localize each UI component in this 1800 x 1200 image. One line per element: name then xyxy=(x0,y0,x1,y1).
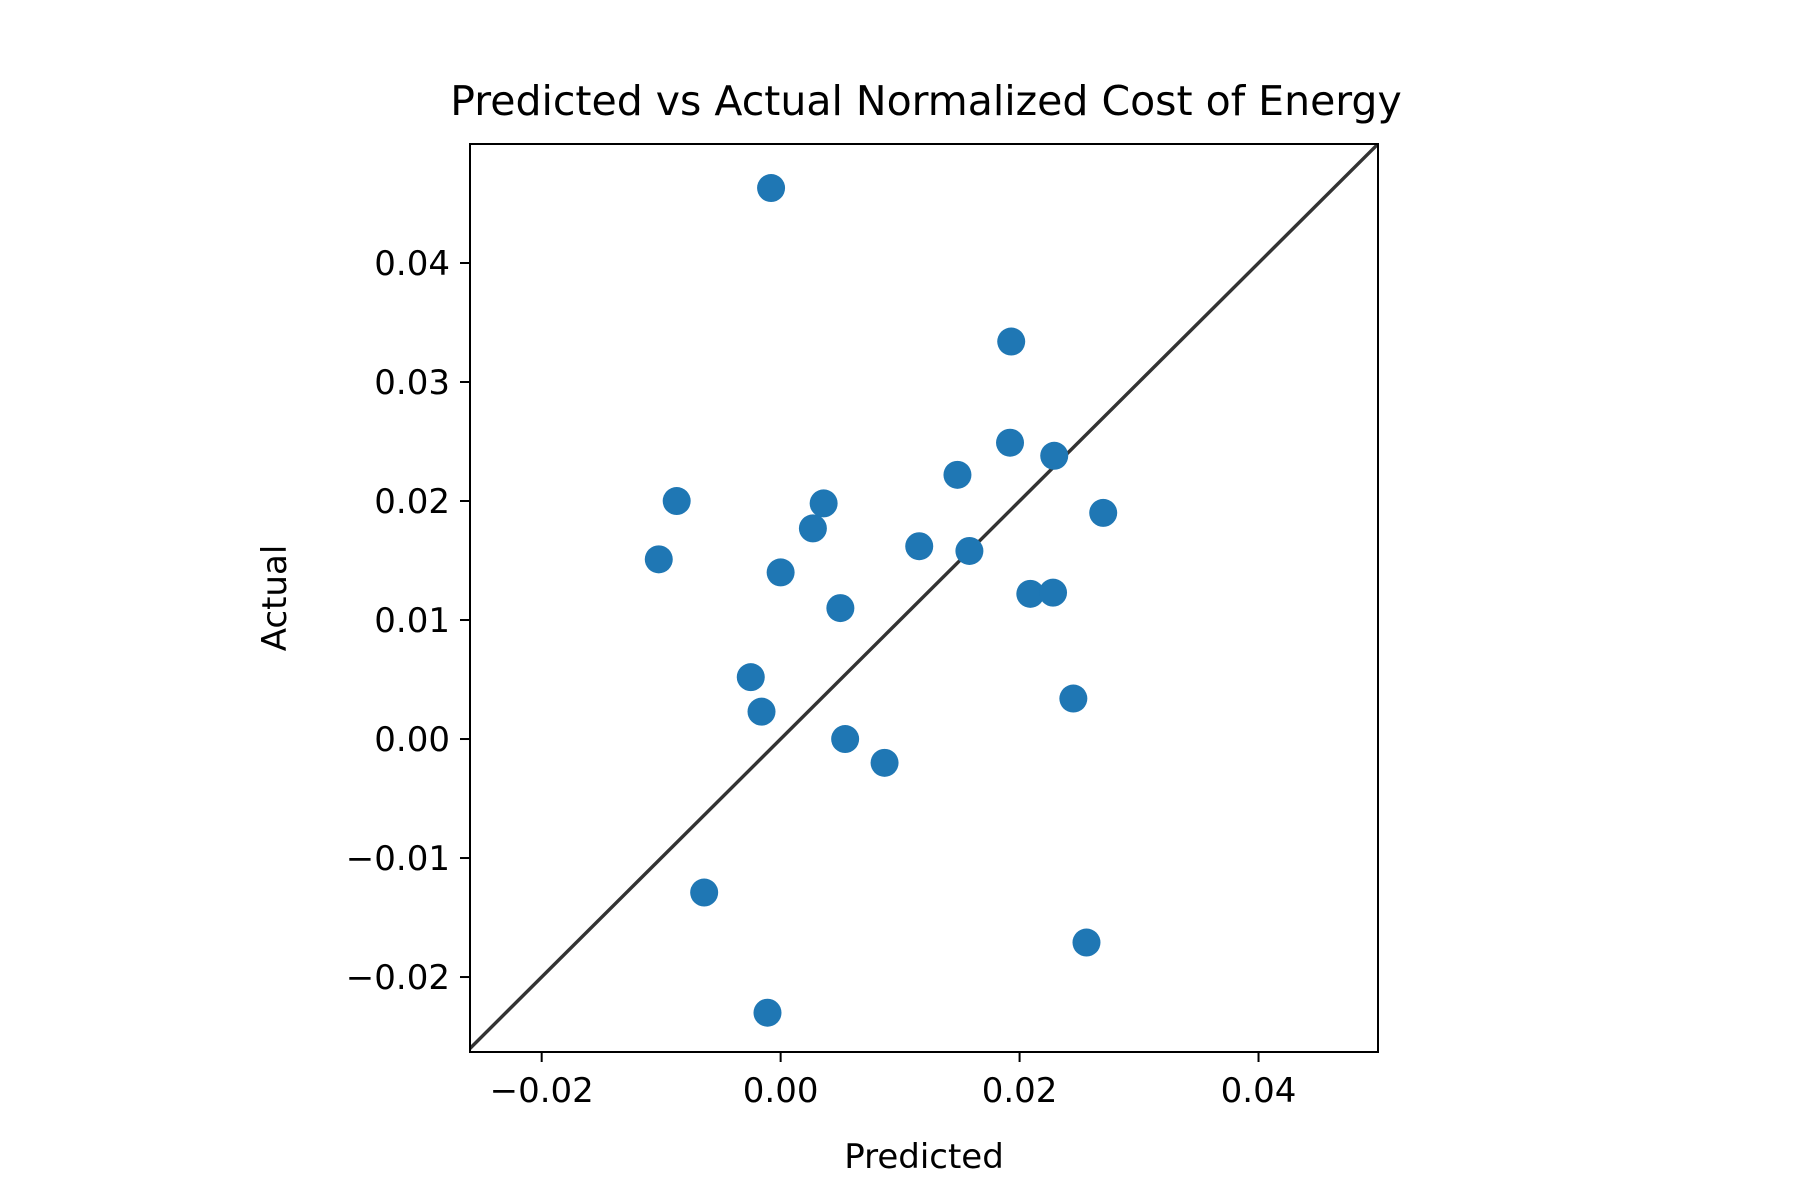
y-tick-label-6: 0.03 xyxy=(374,363,450,403)
identity-line xyxy=(470,144,1378,1051)
data-point-7 xyxy=(809,489,838,518)
data-point-20 xyxy=(831,725,860,754)
y-axis-label: Actual xyxy=(255,545,295,652)
x-tick-label-2: 0.00 xyxy=(743,1071,819,1111)
x-axis-ticks: −0.02 0.00 0.02 0.04 xyxy=(490,1052,1297,1111)
data-point-5 xyxy=(943,460,972,489)
data-point-1 xyxy=(757,174,786,203)
data-point-17 xyxy=(736,663,765,692)
y-tick-label-4: 0.01 xyxy=(374,601,450,641)
data-point-9 xyxy=(798,514,827,543)
x-axis-label: Predicted xyxy=(844,1137,1004,1177)
data-point-11 xyxy=(955,536,984,565)
y-tick-label-1: −0.02 xyxy=(346,958,450,998)
data-point-6 xyxy=(662,487,691,516)
data-point-12 xyxy=(644,545,673,574)
data-point-3 xyxy=(996,428,1025,457)
y-tick-label-5: 0.02 xyxy=(374,482,450,522)
data-point-24 xyxy=(753,998,782,1027)
data-point-8 xyxy=(1089,498,1118,527)
data-point-23 xyxy=(1072,928,1101,957)
chart-title: Predicted vs Actual Normalized Cost of E… xyxy=(450,77,1401,125)
data-point-13 xyxy=(766,558,795,587)
data-point-14 xyxy=(1016,579,1045,608)
x-tick-label-4: 0.04 xyxy=(1221,1071,1297,1111)
data-point-4 xyxy=(1040,441,1069,470)
x-tick-label-3: 0.02 xyxy=(982,1071,1058,1111)
plot-frame xyxy=(469,143,1379,1053)
y-axis-ticks: −0.02 −0.01 0.00 0.01 0.02 0.03 0.04 xyxy=(346,244,470,998)
y-tick-label-3: 0.00 xyxy=(374,720,450,760)
data-point-19 xyxy=(1059,684,1088,713)
data-point-18 xyxy=(747,697,776,726)
data-point-10 xyxy=(905,532,934,561)
data-point-22 xyxy=(690,878,719,907)
data-point-21 xyxy=(870,748,899,777)
x-tick-label-1: −0.02 xyxy=(490,1071,594,1111)
plot-content xyxy=(470,144,1378,1051)
data-point-16 xyxy=(826,594,855,623)
points-layer xyxy=(644,174,1118,1027)
data-point-15 xyxy=(1039,578,1068,607)
y-tick-label-2: −0.01 xyxy=(346,839,450,879)
y-tick-label-7: 0.04 xyxy=(374,244,450,284)
data-point-2 xyxy=(997,327,1026,356)
